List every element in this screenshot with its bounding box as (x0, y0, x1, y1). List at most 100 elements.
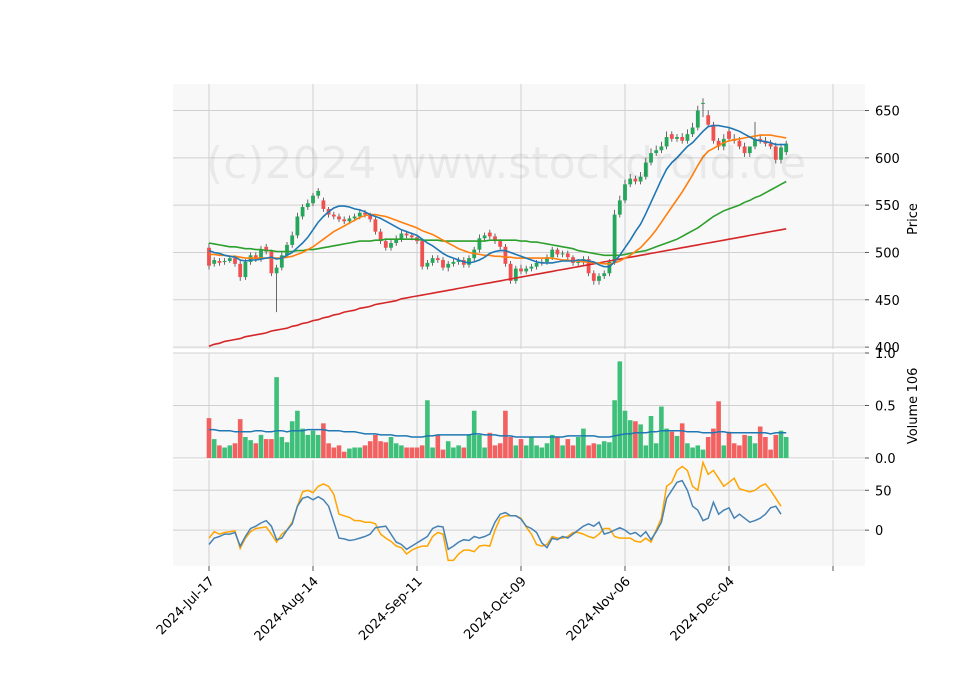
candle-down (498, 241, 503, 247)
candle-down (337, 216, 341, 220)
candle-up (784, 143, 789, 153)
volume-bar (269, 439, 274, 458)
candle-down (633, 178, 638, 182)
candle-up (597, 276, 601, 281)
candle-up (279, 255, 284, 268)
candle-down (383, 241, 388, 248)
candle-up (357, 212, 362, 217)
candle-up (467, 258, 471, 265)
x-tick-label: 2024-Aug-14 (252, 574, 322, 644)
volume-bar (211, 439, 217, 458)
candle-down (773, 146, 778, 160)
candle-up (513, 268, 518, 281)
volume-bar (737, 445, 742, 458)
volume-bar (711, 428, 716, 458)
x-tick-label: 2024-Dec-04 (668, 574, 738, 644)
volume-bar (560, 445, 565, 458)
volume-bar (731, 443, 737, 458)
volume-bar (497, 443, 503, 458)
volume-bar (217, 445, 222, 458)
candle-down (441, 260, 445, 268)
candle-down (404, 233, 409, 236)
volume-bar (503, 410, 508, 458)
volume-bar (529, 437, 534, 458)
candle-up (399, 233, 404, 240)
candle-up (529, 266, 534, 269)
volume-bar (768, 449, 773, 458)
volume-bar (778, 430, 784, 458)
volume-bar (638, 424, 643, 458)
candle-up (305, 203, 310, 208)
volume-bar (534, 445, 539, 458)
volume-bar (783, 437, 789, 458)
volume-bar (357, 447, 363, 458)
volume-bar (482, 447, 487, 458)
volume-bar (289, 421, 295, 458)
candle-up (456, 260, 461, 262)
candle-down (342, 219, 347, 222)
candle-up (695, 110, 700, 128)
volume-bar (321, 423, 326, 458)
candle-up (477, 238, 482, 250)
volume-bar (757, 426, 763, 458)
volume-bar (549, 434, 555, 458)
oscillator-orange-line (208, 459, 782, 562)
volume-bar (669, 431, 675, 458)
volume-tick-label: 0.0 (875, 452, 896, 467)
volume-bar (612, 400, 617, 458)
volume-bar (570, 445, 576, 458)
volume-bar (279, 437, 285, 458)
volume-bar (419, 445, 425, 458)
volume-bar (513, 445, 519, 458)
volume-bar (378, 441, 383, 458)
volume-bar (440, 449, 446, 458)
candle-down (768, 143, 773, 147)
volume-bar (487, 432, 493, 458)
volume-bar (222, 447, 227, 458)
volume-bar (232, 443, 238, 458)
volume-bar (596, 444, 602, 458)
oscillator-tick-label: 0 (875, 524, 883, 539)
price-tick-label: 550 (875, 199, 900, 214)
candle-up (311, 195, 315, 204)
candle-down (737, 140, 742, 147)
volume-bar (367, 441, 373, 458)
candle-up (617, 200, 622, 215)
candle-down (264, 246, 269, 252)
candle-up (290, 235, 295, 245)
volume-bar (591, 443, 597, 458)
volume-bar (508, 437, 513, 458)
watermark-text: (c)2024 www.stockdroid.de (206, 138, 806, 189)
candle-down (487, 232, 492, 237)
candle-down (565, 253, 570, 258)
volume-bar (685, 443, 690, 458)
volume-bar (445, 441, 451, 458)
volume-bar (399, 445, 404, 458)
volume-bar (388, 437, 394, 458)
candle-up (664, 137, 669, 147)
x-tick-label: 2024-Jul-17 (154, 574, 218, 638)
volume-bar (362, 445, 368, 458)
volume-bar (539, 447, 545, 458)
volume-bar (633, 421, 638, 458)
candle-up (300, 207, 305, 217)
volume-bar (451, 447, 456, 458)
candle-up (690, 127, 695, 135)
volume-bar (456, 445, 461, 458)
volume-bar (690, 447, 695, 458)
volume-bar (763, 437, 768, 458)
volume-bar (263, 439, 269, 458)
price-tick-label: 400 (875, 341, 900, 356)
candle-down (669, 134, 674, 139)
candle-up (654, 150, 659, 154)
candle-down (519, 268, 523, 272)
volume-bar (705, 437, 711, 458)
volume-bar (679, 423, 685, 458)
candle-down (555, 249, 560, 255)
volume-bar (695, 445, 701, 458)
candle-up (628, 178, 633, 185)
sma50-line (208, 180, 787, 257)
volume-bar (430, 447, 435, 458)
candle-down (508, 263, 513, 281)
volume-bar (315, 434, 321, 458)
